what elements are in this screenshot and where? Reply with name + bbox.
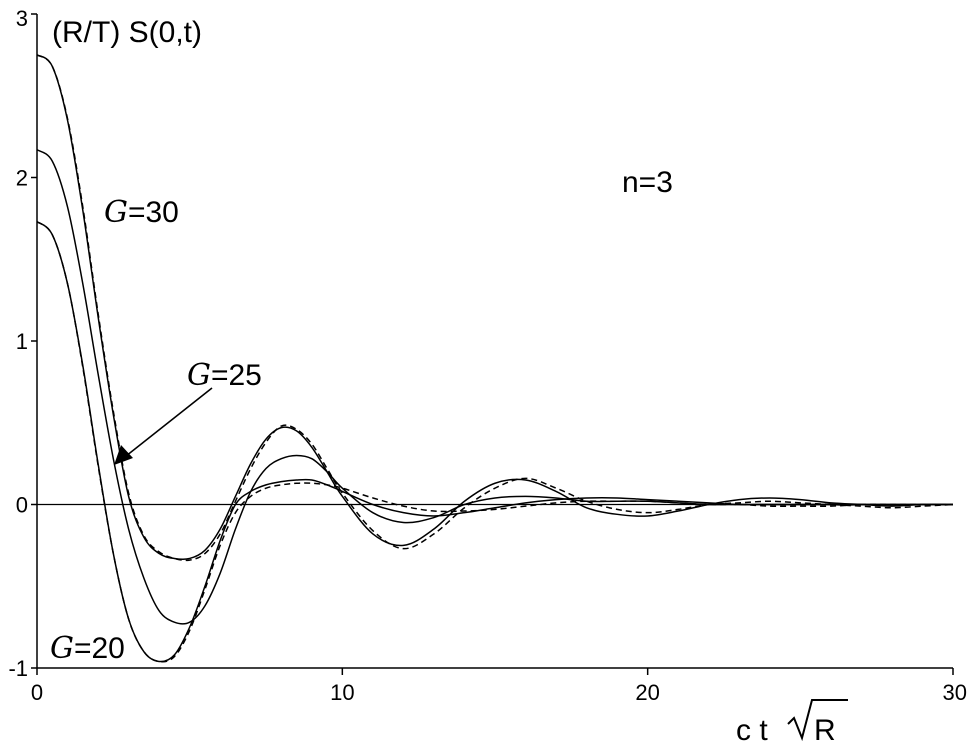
arrow-25-head	[114, 445, 133, 465]
y-tick-label: -1	[8, 656, 28, 681]
sqrt-symbol	[787, 699, 848, 742]
y-tick-label: 3	[16, 6, 28, 31]
y-tick-label: 0	[16, 493, 28, 518]
curve-label-30-text: =30	[128, 196, 179, 229]
x-axis-label-prefix: c t	[736, 714, 768, 747]
series-line-0	[36, 54, 954, 561]
curve-label-20: G=20	[50, 631, 125, 666]
arrow-25-shaft	[125, 387, 213, 457]
curve-label-30-symbol: G	[104, 195, 128, 230]
curve-label-25-symbol: G	[187, 358, 211, 393]
series-line-3	[36, 221, 953, 663]
x-tick-label: 20	[635, 680, 659, 705]
curve-label-25: G=25	[187, 358, 262, 393]
series-group	[36, 54, 954, 663]
y-tick-label: 1	[16, 329, 28, 354]
y-axis-label: (R/T) S(0,t)	[52, 16, 202, 49]
series-line-1	[36, 54, 954, 562]
curve-label-25-text: =25	[211, 359, 262, 392]
x-tick-label: 30	[943, 680, 967, 705]
x-axis-label-radicand: R	[814, 714, 836, 747]
arrow-25	[114, 387, 213, 465]
curve-label-30: G=30	[104, 195, 179, 230]
x-tick-label: 0	[31, 680, 43, 705]
y-tick-label: 2	[16, 166, 28, 191]
x-tick-label: 10	[330, 680, 354, 705]
curve-label-20-symbol: G	[50, 631, 74, 666]
n-label: n=3	[622, 166, 673, 199]
curve-label-20-text: =20	[74, 632, 125, 665]
series-line-4	[36, 221, 953, 663]
